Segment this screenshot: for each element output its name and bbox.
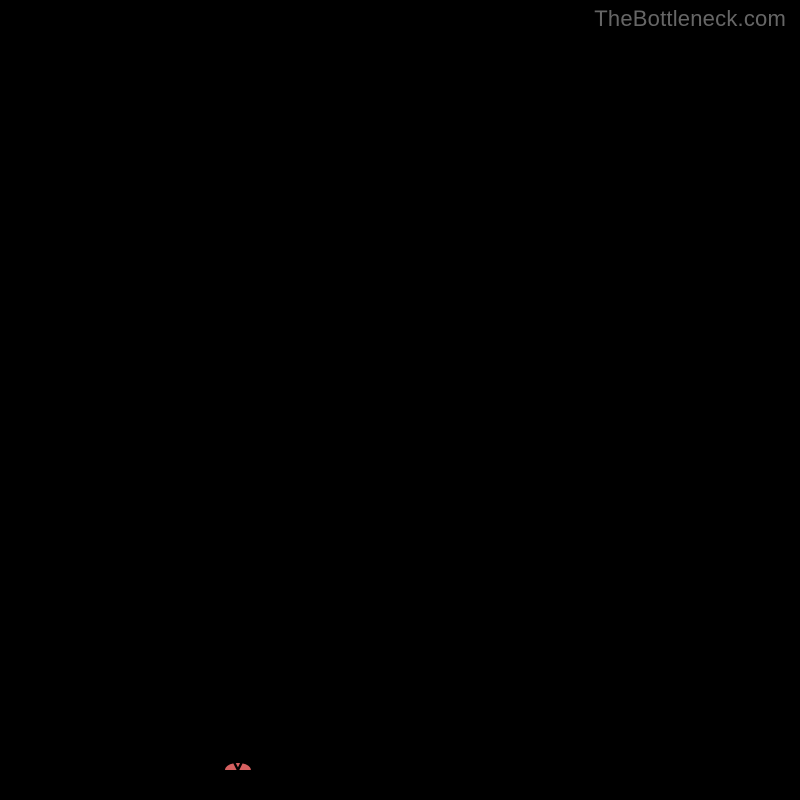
chart-root: { "watermark": { "text": "TheBottleneck.… <box>0 0 800 800</box>
bottleneck-chart <box>30 30 770 770</box>
watermark-text: TheBottleneck.com <box>594 6 786 32</box>
plot-background <box>30 30 770 770</box>
